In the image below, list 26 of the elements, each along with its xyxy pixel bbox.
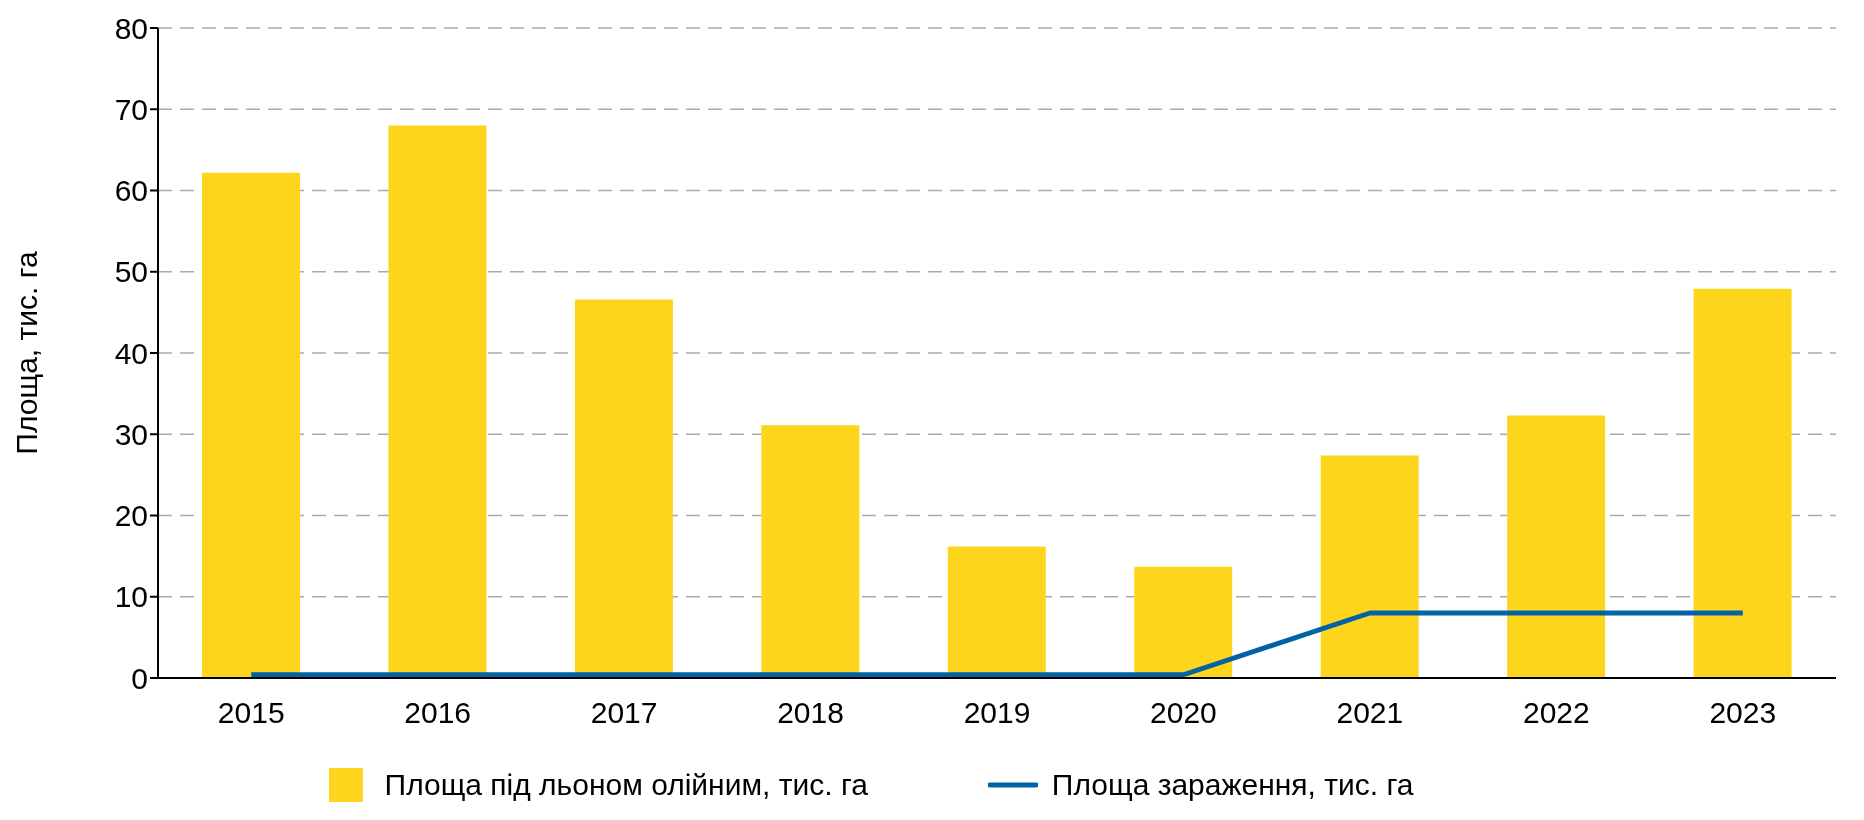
y-tick-label: 10 xyxy=(114,580,148,614)
legend-label: Площа під льоном олійним, тис. га xyxy=(384,768,868,802)
y-tick-label: 30 xyxy=(114,417,148,451)
x-tick-label: 2023 xyxy=(1709,696,1777,730)
x-tick-label: 2018 xyxy=(777,696,844,730)
x-tick-label: 2015 xyxy=(217,696,285,730)
x-tick-label: 2019 xyxy=(963,696,1031,730)
x-tick-label: 2022 xyxy=(1522,696,1590,730)
bar xyxy=(202,172,300,678)
x-tick-label: 2017 xyxy=(590,696,658,730)
x-tick-label: 2016 xyxy=(404,696,472,730)
legend-label: Площа зараження, тис. га xyxy=(1051,768,1414,802)
y-tick-label: 50 xyxy=(114,255,148,289)
y-axis-title: Площа, тис. га xyxy=(9,251,43,455)
bar xyxy=(1507,415,1606,678)
y-tick-label: 80 xyxy=(114,11,148,45)
bar xyxy=(1693,288,1792,678)
y-tick-label: 60 xyxy=(114,174,148,208)
x-tick-label: 2021 xyxy=(1336,696,1404,730)
y-tick-label: 0 xyxy=(131,661,148,695)
x-tick-label: 2020 xyxy=(1150,696,1217,730)
bar xyxy=(1134,566,1233,678)
bar xyxy=(1320,455,1419,678)
y-tick-label: 70 xyxy=(114,92,148,126)
y-tick-label: 20 xyxy=(114,499,148,533)
y-tick-label: 40 xyxy=(114,336,148,370)
